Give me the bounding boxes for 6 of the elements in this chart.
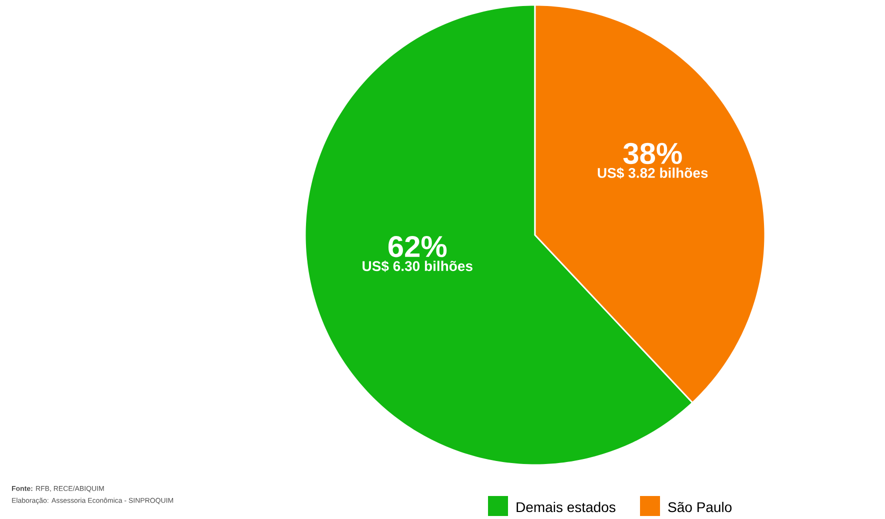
text: US$ 3.82 bilhões xyxy=(598,167,708,179)
data-label: 62% xyxy=(388,236,447,258)
legend-label: Demais estados xyxy=(516,502,616,512)
legend-label: São Paulo xyxy=(668,502,732,512)
data-label: 38% xyxy=(623,142,682,164)
text: US$ 6.30 bilhões xyxy=(362,260,472,272)
